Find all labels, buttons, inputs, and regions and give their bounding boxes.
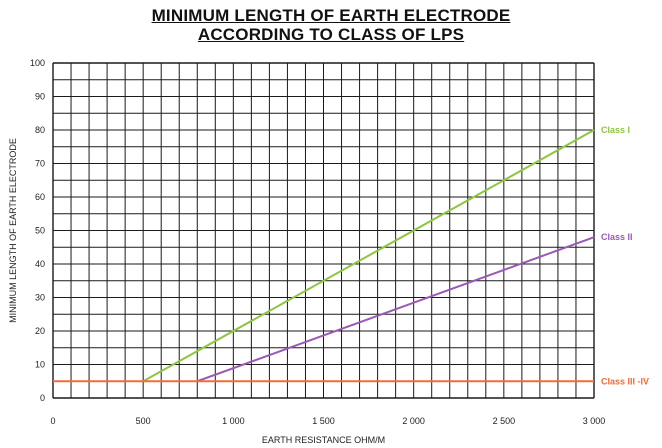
y-axis-label: MINIMUM LENGTH OF EARTH ELECTRODE bbox=[8, 138, 18, 323]
chart-title-line-2: ACCORDING TO CLASS OF LPS bbox=[197, 25, 465, 44]
y-tick-label: 60 bbox=[35, 192, 45, 202]
y-tick-label: 0 bbox=[40, 393, 45, 403]
series-label-1: Class II bbox=[601, 232, 633, 242]
x-tick-label: 0 bbox=[50, 416, 55, 426]
series-label-0: Class I bbox=[601, 125, 630, 135]
x-axis-label: EARTH RESISTANCE OHM/M bbox=[262, 435, 385, 445]
x-tick-label: 1 000 bbox=[222, 416, 245, 426]
series-labels: Class I Class II Class III -IV bbox=[601, 125, 649, 386]
series-line-0 bbox=[142, 129, 595, 383]
x-tick-label: 500 bbox=[136, 416, 151, 426]
y-tick-label: 80 bbox=[35, 125, 45, 135]
y-tick-label: 40 bbox=[35, 259, 45, 269]
y-tick-label: 90 bbox=[35, 92, 45, 102]
chart-title: MINIMUM LENGTH OF EARTH ELECTRODE ACCORD… bbox=[0, 6, 662, 44]
x-tick-label: 2 000 bbox=[402, 416, 425, 426]
y-tick-label: 70 bbox=[35, 159, 45, 169]
series-line-1 bbox=[196, 236, 595, 383]
y-tick-label: 100 bbox=[30, 58, 45, 68]
y-tick-label: 30 bbox=[35, 293, 45, 303]
y-tick-label: 10 bbox=[35, 360, 45, 370]
grid bbox=[52, 62, 595, 399]
x-tick-label: 2 500 bbox=[493, 416, 516, 426]
x-tick-label: 1 500 bbox=[312, 416, 335, 426]
x-tick-label: 3 000 bbox=[583, 416, 606, 426]
y-tick-label: 50 bbox=[35, 226, 45, 236]
series-lines bbox=[53, 129, 595, 383]
y-tick-label: 20 bbox=[35, 326, 45, 336]
chart-title-line-1: MINIMUM LENGTH OF EARTH ELECTRODE bbox=[151, 6, 511, 25]
series-label-2: Class III -IV bbox=[601, 376, 649, 386]
